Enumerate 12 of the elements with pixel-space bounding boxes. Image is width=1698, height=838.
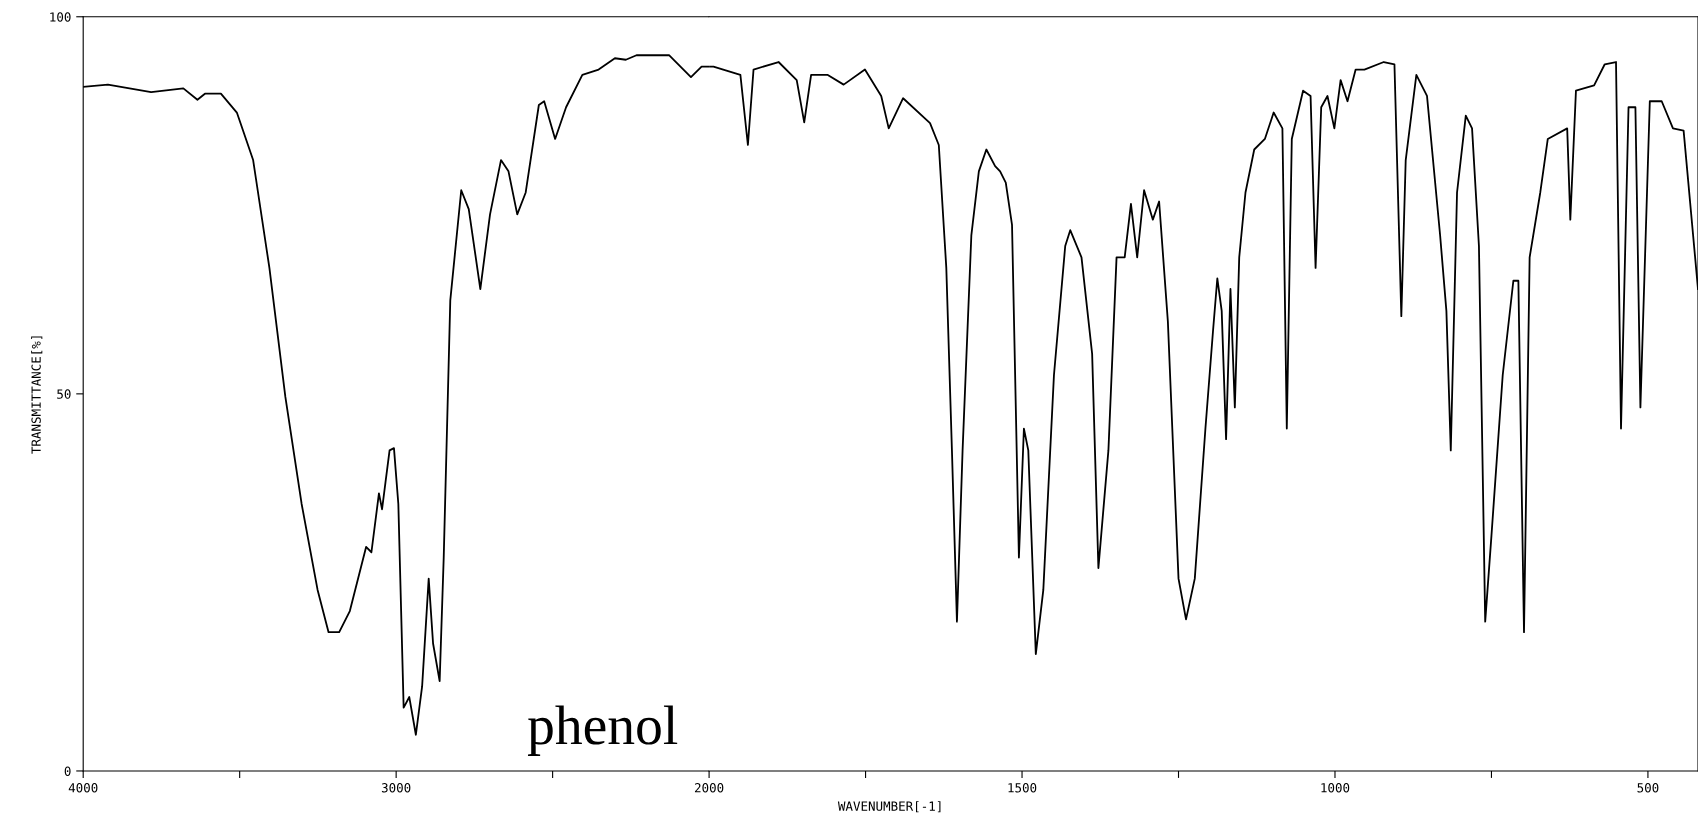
y-tick-label: 0 xyxy=(64,766,71,776)
y-tick-label: 100 xyxy=(50,12,71,22)
x-tick-label: 4000 xyxy=(68,783,98,793)
x-tick-label: 1000 xyxy=(1321,783,1350,793)
y-axis-title: TRANSMITTANCE[%] xyxy=(31,336,43,454)
x-tick-label: 2000 xyxy=(694,783,724,793)
x-axis-title: WAVENUMBER[-1] xyxy=(837,801,941,813)
y-tick-label: 50 xyxy=(57,389,71,399)
annotation: phenol xyxy=(527,705,678,756)
x-tick-label: 500 xyxy=(1637,783,1659,793)
x-tick-label: 1500 xyxy=(1008,783,1037,793)
x-tick-label: 3000 xyxy=(381,783,411,793)
